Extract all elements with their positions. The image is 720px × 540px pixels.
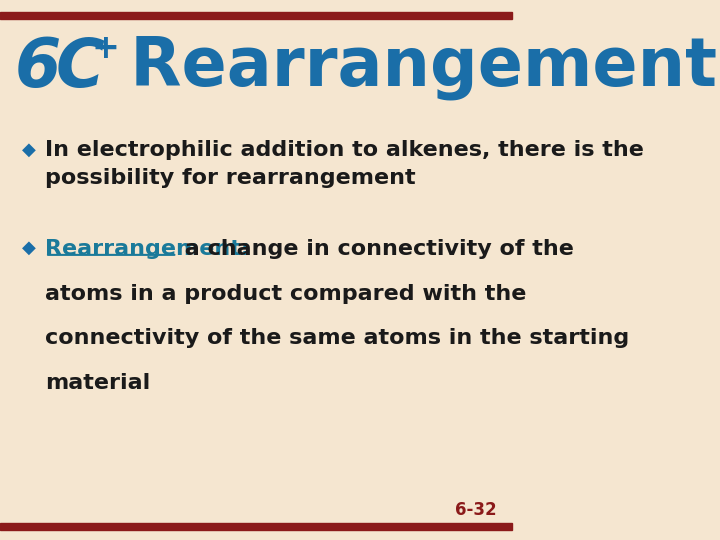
Text: 6: 6 (14, 35, 60, 100)
Text: material: material (45, 373, 150, 393)
Bar (0, 523, 513, 530)
Text: atoms in a product compared with the: atoms in a product compared with the (45, 284, 526, 303)
Text: 6-32: 6-32 (455, 502, 497, 519)
Text: ◆: ◆ (22, 239, 35, 256)
Text: Rearrangement:: Rearrangement: (45, 239, 250, 259)
Text: a change in connectivity of the: a change in connectivity of the (177, 239, 574, 259)
Text: In electrophilic addition to alkenes, there is the
possibility for rearrangement: In electrophilic addition to alkenes, th… (45, 140, 644, 187)
Text: Rearrangements: Rearrangements (107, 35, 720, 100)
Bar (0, 12, 513, 19)
Text: +: + (91, 31, 119, 65)
Text: C: C (55, 35, 104, 100)
Text: ◆: ◆ (22, 140, 35, 158)
Text: connectivity of the same atoms in the starting: connectivity of the same atoms in the st… (45, 328, 629, 348)
